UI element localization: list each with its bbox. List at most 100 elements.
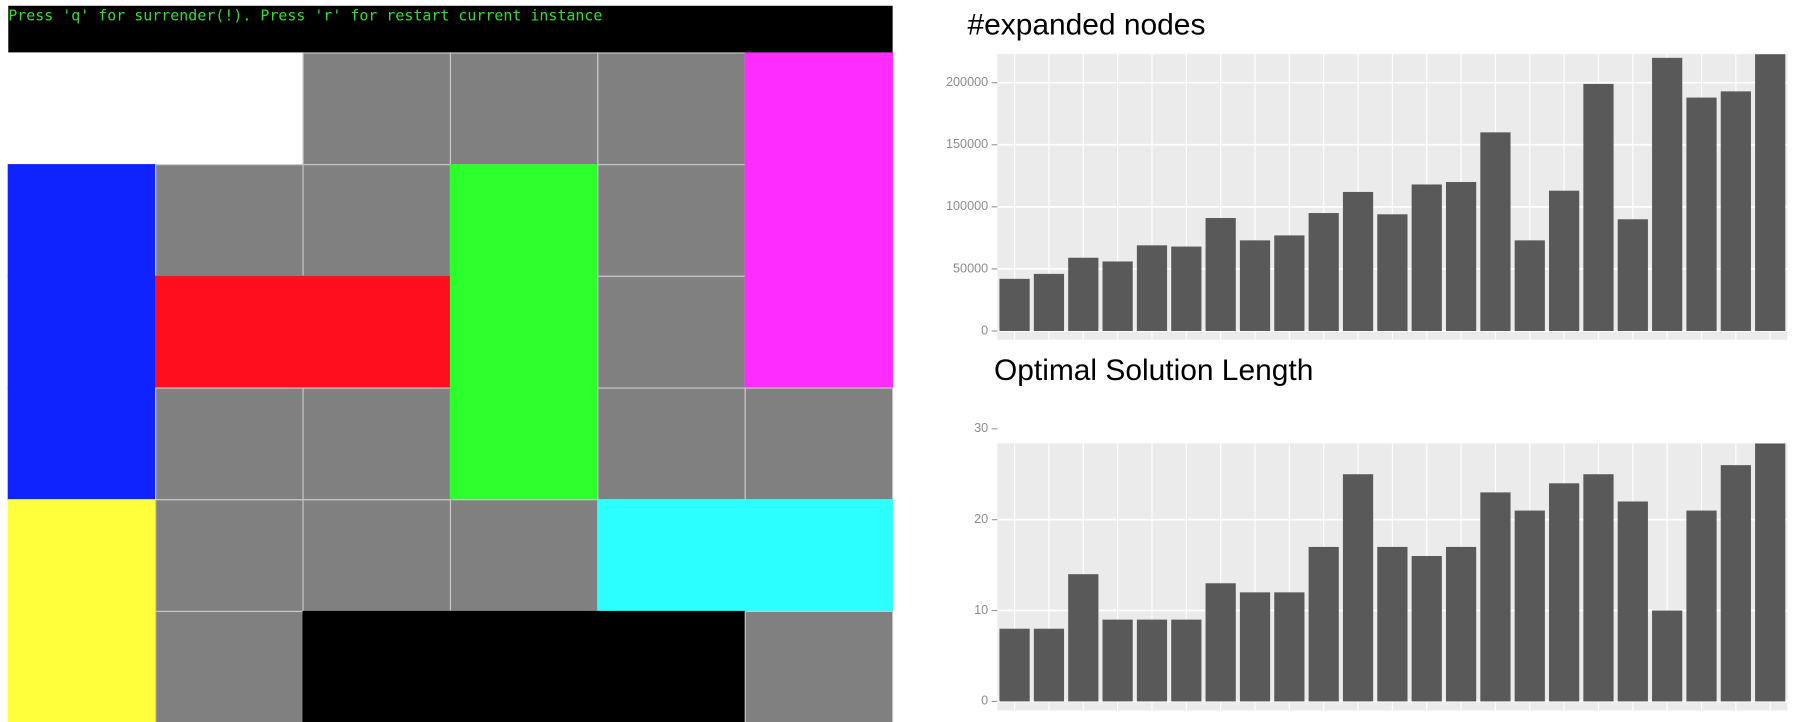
board-cell	[7, 610, 157, 722]
bar	[1617, 219, 1648, 332]
bar	[999, 628, 1030, 702]
board-cell	[7, 52, 157, 166]
bar	[1686, 510, 1717, 702]
bar	[1033, 273, 1065, 332]
bar	[1308, 213, 1339, 332]
y-tick-label: 50000	[953, 261, 988, 275]
chart: Optimal Solution Length 0 10 20 30	[974, 354, 1788, 711]
plot-area	[997, 443, 1788, 711]
bar	[1102, 261, 1133, 332]
chart-title: Optimal Solution Length	[994, 354, 1313, 387]
board-cell	[744, 52, 894, 166]
bar	[1239, 592, 1271, 702]
bar	[1514, 240, 1545, 332]
bar	[1171, 246, 1202, 332]
status-bar	[8, 5, 893, 53]
board-cell	[597, 387, 746, 501]
bar	[1480, 492, 1511, 702]
y-tick-label: 150000	[946, 137, 988, 151]
bar	[1033, 628, 1065, 702]
bar	[1549, 483, 1580, 702]
chart: #expanded nodes 0 50000 100000 150000 200000	[946, 8, 1788, 340]
bar	[1136, 619, 1168, 702]
board-cell	[449, 610, 599, 722]
bar	[1308, 546, 1339, 702]
board-cell	[7, 164, 157, 277]
board-cell	[155, 499, 304, 613]
board-cell	[302, 52, 452, 166]
bar	[1720, 465, 1751, 702]
board-cell	[302, 610, 452, 722]
board-cell	[744, 164, 894, 277]
bar	[1480, 132, 1511, 332]
bar	[1239, 240, 1271, 332]
board	[7, 52, 894, 722]
board-cell	[597, 52, 746, 166]
bar	[1068, 574, 1099, 702]
board-cell	[744, 275, 894, 389]
y-tick-label: 10	[974, 603, 988, 617]
bar	[1755, 443, 1786, 702]
bar	[1205, 218, 1236, 332]
y-tick-label: 0	[981, 694, 988, 708]
board-cell	[155, 610, 304, 722]
bar	[1445, 182, 1477, 332]
bar	[1583, 474, 1614, 702]
bar	[1102, 619, 1133, 702]
bar	[1652, 57, 1683, 332]
board-cell	[449, 275, 599, 389]
board-cell	[155, 275, 304, 389]
bar	[1514, 510, 1545, 702]
bar	[1755, 54, 1786, 332]
bar	[1686, 97, 1717, 332]
board-cell	[302, 387, 452, 501]
bar	[1342, 474, 1374, 702]
bar	[1617, 501, 1648, 702]
bar	[1377, 214, 1408, 332]
bar	[1583, 83, 1614, 332]
board-cell	[449, 499, 599, 613]
board-cell	[597, 164, 746, 277]
board-cell	[302, 275, 452, 389]
bar	[1377, 546, 1408, 702]
bar	[1205, 583, 1236, 702]
plot-area	[997, 54, 1788, 340]
chart-title: #expanded nodes	[967, 8, 1205, 41]
y-tick-label: 20	[974, 512, 988, 526]
board-cell	[449, 164, 599, 277]
board-cell	[597, 610, 746, 722]
board-cell	[449, 52, 599, 166]
bar	[1274, 592, 1305, 702]
charts: #expanded nodes 0 50000 100000 150000 200000 O…	[946, 8, 1788, 711]
bar	[1342, 191, 1374, 332]
bar	[1652, 610, 1683, 702]
bar	[1411, 556, 1442, 702]
bar	[1411, 184, 1442, 332]
board-cell	[597, 499, 746, 613]
game-window: Press 'q' for surrender(!). Press 'r' fo…	[7, 5, 894, 722]
board-cell	[597, 275, 746, 389]
board-cell	[7, 387, 157, 501]
board-cell	[155, 52, 304, 166]
bar	[1171, 619, 1202, 702]
board-cell	[302, 164, 452, 277]
bar	[1549, 190, 1580, 332]
board-cell	[7, 499, 157, 613]
bar	[1274, 235, 1305, 332]
y-tick-label: 30	[974, 421, 988, 435]
board-cell	[155, 387, 304, 501]
y-tick-label: 200000	[946, 75, 988, 89]
board-cell	[744, 499, 894, 613]
board-cell	[744, 610, 894, 722]
board-cell	[302, 499, 452, 613]
board-cell	[155, 164, 304, 277]
instruction-text: Press 'q' for surrender(!). Press 'r' fo…	[8, 7, 602, 25]
bar	[999, 278, 1030, 332]
y-tick-label: 100000	[946, 199, 988, 213]
bar	[1445, 546, 1477, 702]
board-cell	[7, 275, 157, 389]
bar	[1136, 245, 1168, 332]
board-cell	[449, 387, 599, 501]
